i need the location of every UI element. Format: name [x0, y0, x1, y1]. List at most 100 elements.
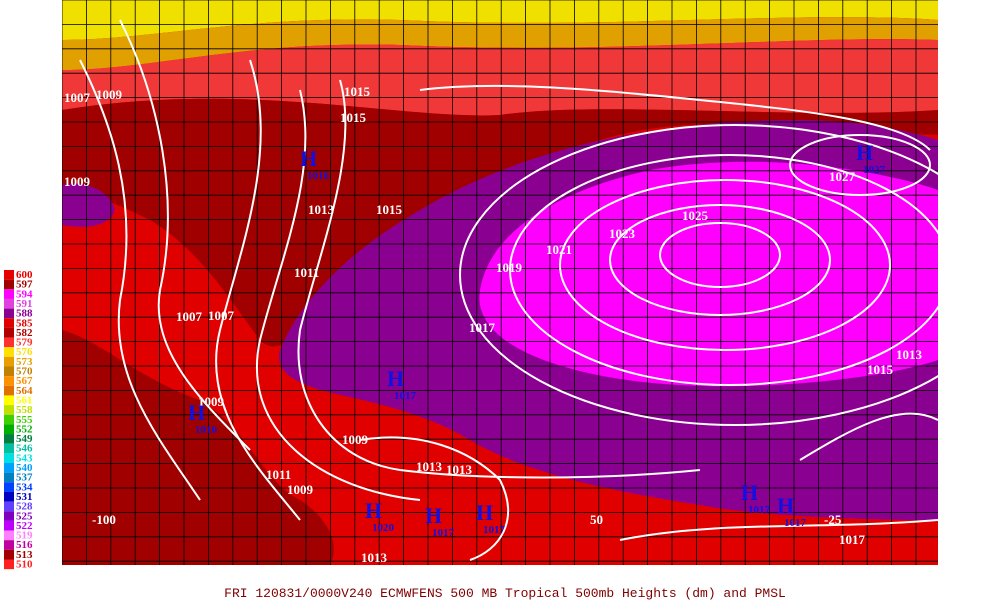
legend-swatch: [4, 298, 14, 309]
isobar-label: 1013: [896, 347, 923, 362]
legend-label: 522: [16, 520, 33, 532]
legend-swatch: [4, 482, 14, 492]
legend-label: 540: [16, 462, 33, 474]
isobar: [359, 436, 510, 561]
legend-label: 591: [16, 298, 33, 310]
longitude-label: 50: [590, 512, 603, 527]
legend-label: 588: [16, 308, 33, 320]
legend-swatch: [4, 414, 14, 425]
legend-swatch: [4, 443, 14, 454]
high-pressure: 1027: [863, 164, 886, 176]
legend-label: 582: [16, 327, 33, 339]
high-marker: H: [856, 140, 873, 165]
legend-swatch: [4, 491, 14, 502]
legend-swatch: [4, 356, 14, 367]
isobar-label: 1019: [496, 260, 523, 275]
high-pressure: 1017: [748, 504, 771, 516]
legend-label: 552: [16, 423, 33, 435]
high-pressure: 1020: [372, 522, 395, 534]
isobar-label: 1013: [308, 202, 335, 217]
legend-label: 585: [16, 317, 33, 329]
high-pressure: 1017: [784, 517, 807, 529]
legend-label: 579: [16, 337, 33, 349]
yellow-band: [62, 0, 938, 40]
high-pressure: 1010: [195, 424, 218, 436]
isobar-label: 1011: [294, 265, 319, 280]
legend-label: 558: [16, 404, 33, 416]
isobar-label: 1011: [266, 467, 291, 482]
legend-label: 549: [16, 433, 33, 445]
isobar-label: 1027: [829, 169, 856, 184]
legend-swatch: [4, 270, 14, 280]
legend-swatch: [4, 472, 14, 483]
legend-label: 531: [16, 491, 33, 503]
isobar: [559, 179, 891, 351]
legend-swatch: [4, 337, 14, 348]
legend-label: 561: [16, 394, 33, 406]
legend-label: 597: [16, 279, 33, 291]
legend-label: 600: [16, 269, 33, 281]
legend-label: 516: [16, 539, 33, 551]
high-marker: H: [188, 400, 205, 425]
legend-label: 528: [16, 501, 33, 513]
isobar-label: 1015: [344, 84, 371, 99]
isobars: [79, 19, 938, 561]
isobar: [119, 19, 251, 451]
high-marker: H: [300, 146, 317, 171]
legend-label: 525: [16, 510, 33, 522]
legend-label: 555: [16, 414, 33, 426]
isobar: [215, 59, 301, 521]
legend-swatch: [4, 279, 14, 290]
color-legend: 6005975945915885855825795765735705675645…: [4, 269, 33, 571]
isobar: [659, 222, 781, 288]
isobar-label: 1007: [64, 90, 91, 105]
light-red-band: [62, 39, 938, 116]
isobar-label: 1015: [867, 362, 894, 377]
longitude-label: -25: [824, 512, 842, 527]
legend-swatch: [4, 405, 14, 415]
legend-swatch: [4, 511, 14, 521]
legend-label: 519: [16, 530, 33, 542]
high-pressure: 1017: [432, 527, 455, 539]
isobar: [789, 134, 931, 196]
isobar: [297, 79, 701, 479]
legend-label: 534: [16, 481, 33, 493]
orange-band: [62, 17, 938, 70]
isobar-label: 1021: [546, 242, 572, 257]
isobar: [609, 204, 831, 316]
isobar-label: 1023: [609, 226, 636, 241]
legend-swatch: [4, 385, 14, 396]
legend-label: 570: [16, 366, 33, 378]
legend-label: 576: [16, 346, 33, 358]
legend-swatch: [4, 530, 14, 541]
legend-label: 567: [16, 375, 33, 387]
legend-swatch: [4, 453, 14, 463]
isobar-label: 1009: [198, 394, 225, 409]
isobar-label: 1009: [64, 174, 91, 189]
high-marker: H: [777, 493, 794, 518]
legend-swatch: [4, 501, 14, 512]
isobar-label: 1009: [287, 482, 314, 497]
isobar-label: 1017: [469, 320, 496, 335]
legend-label: 510: [16, 559, 33, 571]
legend-swatch: [4, 366, 14, 377]
high-marker: H: [365, 498, 382, 523]
legend-label: 546: [16, 443, 33, 455]
legend-swatch: [4, 559, 14, 570]
high-pressure: 1017: [483, 524, 506, 536]
isobar-label: 1009: [342, 432, 369, 447]
high-marker: H: [741, 480, 758, 505]
isobar-label: 1013: [446, 462, 473, 477]
legend-swatch: [4, 540, 14, 550]
isobar-label: 1015: [340, 110, 367, 125]
legend-label: 513: [16, 549, 33, 561]
legend-swatch: [4, 520, 14, 531]
isobar-label: 1013: [416, 459, 443, 474]
legend-swatch: [4, 434, 14, 444]
dark-red-south: [62, 330, 334, 565]
legend-label: 564: [16, 385, 33, 397]
